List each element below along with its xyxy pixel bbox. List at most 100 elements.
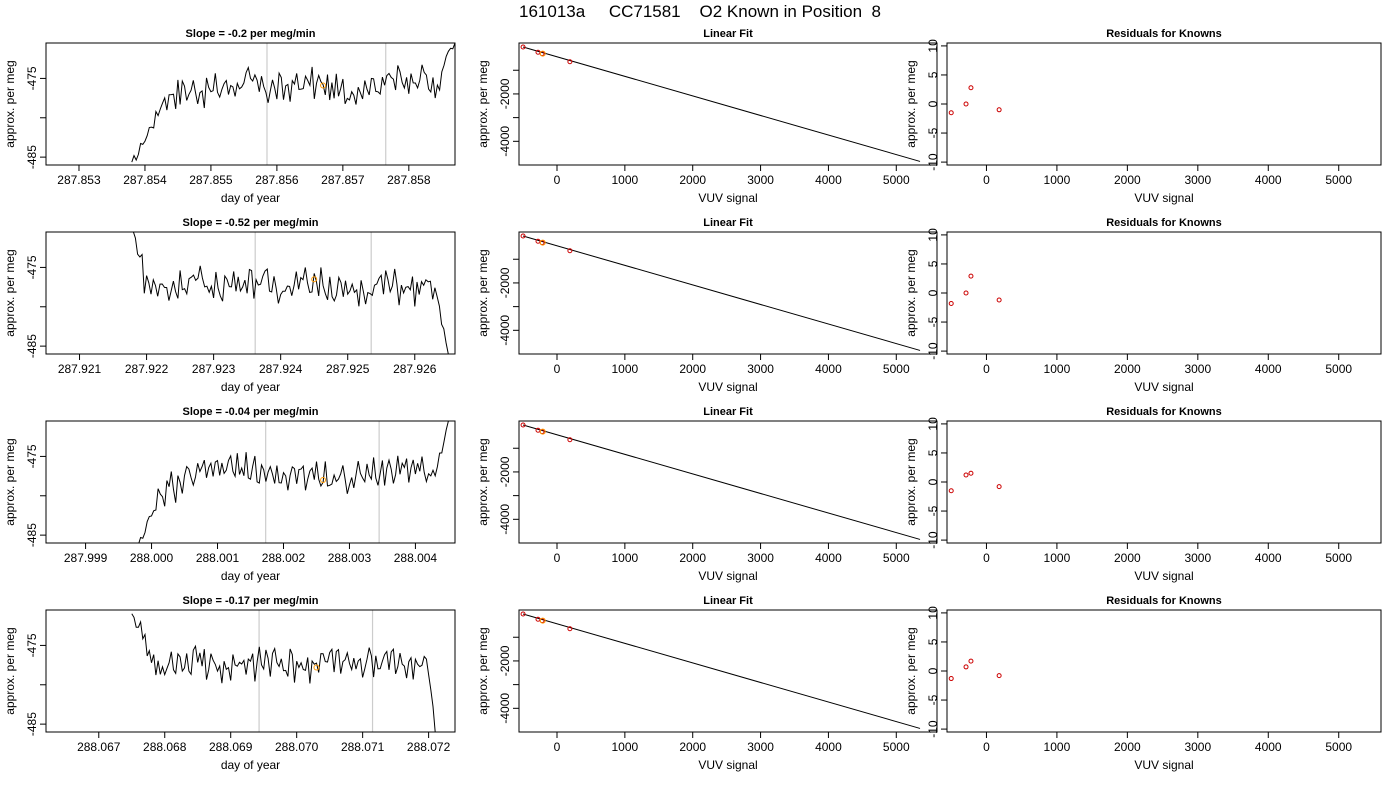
panel-title: Slope = -0.17 per meg/min [182,595,318,607]
x-tick-label: 1000 [1044,173,1071,187]
plot-frame [518,420,938,544]
y-tick-label: -4000 [498,504,512,535]
x-axis-label: VUV signal [698,569,757,583]
x-axis-label: VUV signal [1134,758,1193,772]
x-axis-label: VUV signal [698,758,757,772]
x-tick-label: 288.072 [407,740,451,754]
x-tick-label: 1000 [1044,362,1071,376]
known-point [539,239,546,246]
x-tick-label: 4000 [1255,551,1282,565]
x-tick-label: 3000 [747,173,774,187]
panel-title: Residuals for Knowns [1106,595,1222,607]
x-tick-label: 1000 [612,362,639,376]
data-point [996,484,1002,490]
panel-r1-fit: Linear Fit VUV signal approx. per meg 0 1000… [476,28,938,205]
known-marker [320,82,327,89]
plot-area [520,233,921,351]
x-tick-label: 0 [554,362,561,376]
x-tick-label: 287.854 [123,173,167,187]
plot-frame [946,609,1382,733]
data-point [567,437,573,443]
x-tick-label: 2000 [679,551,706,565]
data-point [963,101,969,107]
y-tick-label: 0 [926,100,940,107]
panel-r1-timeseries: Slope = -0.2 per meg/min day of year appro… [3,28,456,205]
x-axis-label: VUV signal [1134,191,1193,205]
y-tick-label: -485 [25,334,39,358]
x-tick-label: 2000 [679,173,706,187]
x-tick-label: 2000 [1114,740,1141,754]
data-point [567,626,573,632]
x-tick-label: 287.926 [393,362,437,376]
y-tick-label: -10 [926,153,940,171]
x-tick-label: 287.853 [57,173,101,187]
data-point [963,290,969,296]
x-tick-label: 288.070 [275,740,319,754]
data-point [968,85,974,91]
x-tick-label: 0 [983,740,990,754]
plot-frame [45,231,456,355]
x-tick-label: 2000 [679,740,706,754]
panel-title: Slope = -0.04 per meg/min [182,406,318,418]
y-tick-label: -2000 [498,267,512,298]
y-tick-label: 0 [926,667,940,674]
y-tick-label: -475 [25,633,39,657]
y-axis-label: approx. per meg [3,249,17,336]
x-tick-label: 0 [554,740,561,754]
panel-r4-residuals: Residuals for Knowns VUV signal approx. pe… [904,595,1382,772]
panel-title: Slope = -0.52 per meg/min [182,217,318,229]
x-tick-label: 287.925 [326,362,370,376]
data-point [996,107,1002,113]
data-point [520,44,526,50]
page-title: 161013a CC71581 O2 Known in Position 8 [519,2,881,21]
x-tick-label: 5000 [1325,362,1352,376]
x-tick-label: 288.068 [143,740,187,754]
data-point [948,676,954,682]
data-point [520,422,526,428]
y-axis-label: approx. per meg [904,60,918,147]
y-tick-label: -2000 [498,456,512,487]
x-tick-label: 4000 [815,551,842,565]
plot-frame [45,420,456,544]
y-tick-label: -475 [25,66,39,90]
plot-area [948,85,1002,116]
x-tick-label: 3000 [1184,173,1211,187]
x-tick-label: 287.922 [125,362,169,376]
x-tick-label: 5000 [1325,740,1352,754]
x-tick-label: 5000 [1325,173,1352,187]
y-axis-label: approx. per meg [3,627,17,714]
x-tick-label: 4000 [815,173,842,187]
x-axis-label: VUV signal [698,380,757,394]
plot-area [138,421,449,543]
y-tick-label: 5 [926,71,940,78]
data-point [535,49,541,55]
x-tick-label: 3000 [747,362,774,376]
x-axis-label: day of year [221,191,280,205]
plot-frame [518,231,938,355]
fit-line [522,424,921,540]
y-tick-label: -485 [25,712,39,736]
x-tick-label: 3000 [1184,551,1211,565]
panel-r4-fit: Linear Fit VUV signal approx. per meg 0 1000… [476,595,938,772]
x-axis-label: day of year [221,758,280,772]
plot-area [948,273,1002,306]
plot-frame [45,609,456,733]
panel-r2-timeseries: Slope = -0.52 per meg/min day of year appr… [3,217,456,394]
plot-area [520,422,921,540]
x-tick-label: 4000 [1255,362,1282,376]
x-tick-label: 287.858 [387,173,431,187]
fit-line [522,46,921,162]
x-tick-label: 288.001 [196,551,240,565]
y-tick-label: 10 [926,228,940,242]
y-tick-label: -2000 [498,645,512,676]
data-point [948,488,954,494]
y-tick-label: 5 [926,260,940,267]
y-axis-label: approx. per meg [476,438,490,525]
panel-r3-residuals: Residuals for Knowns VUV signal approx. pe… [904,406,1382,583]
plot-area [948,658,1002,682]
x-tick-label: 5000 [1325,551,1352,565]
y-tick-label: -5 [926,316,940,327]
data-point [520,611,526,617]
